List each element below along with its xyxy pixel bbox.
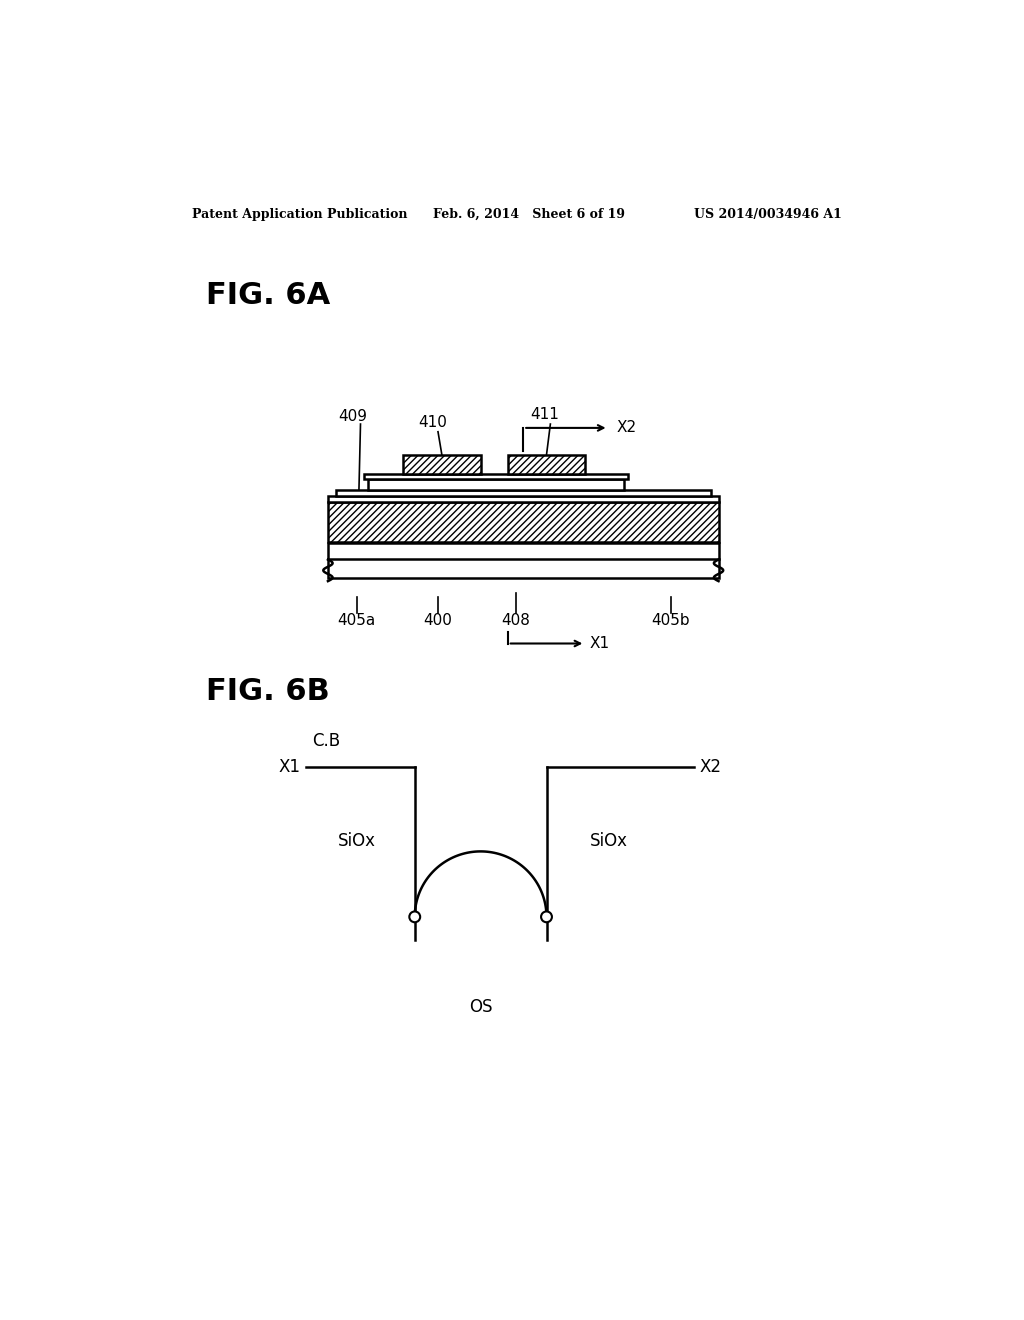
Text: 405b: 405b — [651, 612, 690, 628]
Text: 411: 411 — [530, 408, 559, 422]
Bar — [328, 544, 719, 578]
Text: 405a: 405a — [338, 612, 376, 628]
Text: Patent Application Publication: Patent Application Publication — [193, 209, 408, 222]
Text: OS: OS — [469, 998, 493, 1015]
Bar — [403, 455, 480, 474]
Text: Feb. 6, 2014   Sheet 6 of 19: Feb. 6, 2014 Sheet 6 of 19 — [432, 209, 625, 222]
Text: FIG. 6A: FIG. 6A — [206, 281, 330, 310]
Text: X2: X2 — [616, 420, 636, 436]
Bar — [328, 496, 719, 502]
Bar — [369, 479, 624, 490]
Bar — [336, 490, 711, 496]
Bar — [328, 502, 719, 543]
Circle shape — [410, 911, 420, 923]
Text: X1: X1 — [279, 758, 300, 776]
Text: 409: 409 — [338, 409, 368, 424]
Bar — [508, 455, 586, 474]
Text: C.B: C.B — [312, 731, 341, 750]
Text: SiOx: SiOx — [590, 833, 628, 850]
Text: SiOx: SiOx — [338, 833, 376, 850]
Text: X1: X1 — [590, 636, 610, 651]
Text: FIG. 6B: FIG. 6B — [206, 677, 330, 706]
Bar — [365, 474, 628, 479]
Text: 410: 410 — [418, 414, 447, 430]
Text: 400: 400 — [424, 612, 453, 628]
Text: US 2014/0034946 A1: US 2014/0034946 A1 — [693, 209, 842, 222]
Text: 408: 408 — [501, 612, 530, 628]
Circle shape — [541, 911, 552, 923]
Text: X2: X2 — [699, 758, 721, 776]
